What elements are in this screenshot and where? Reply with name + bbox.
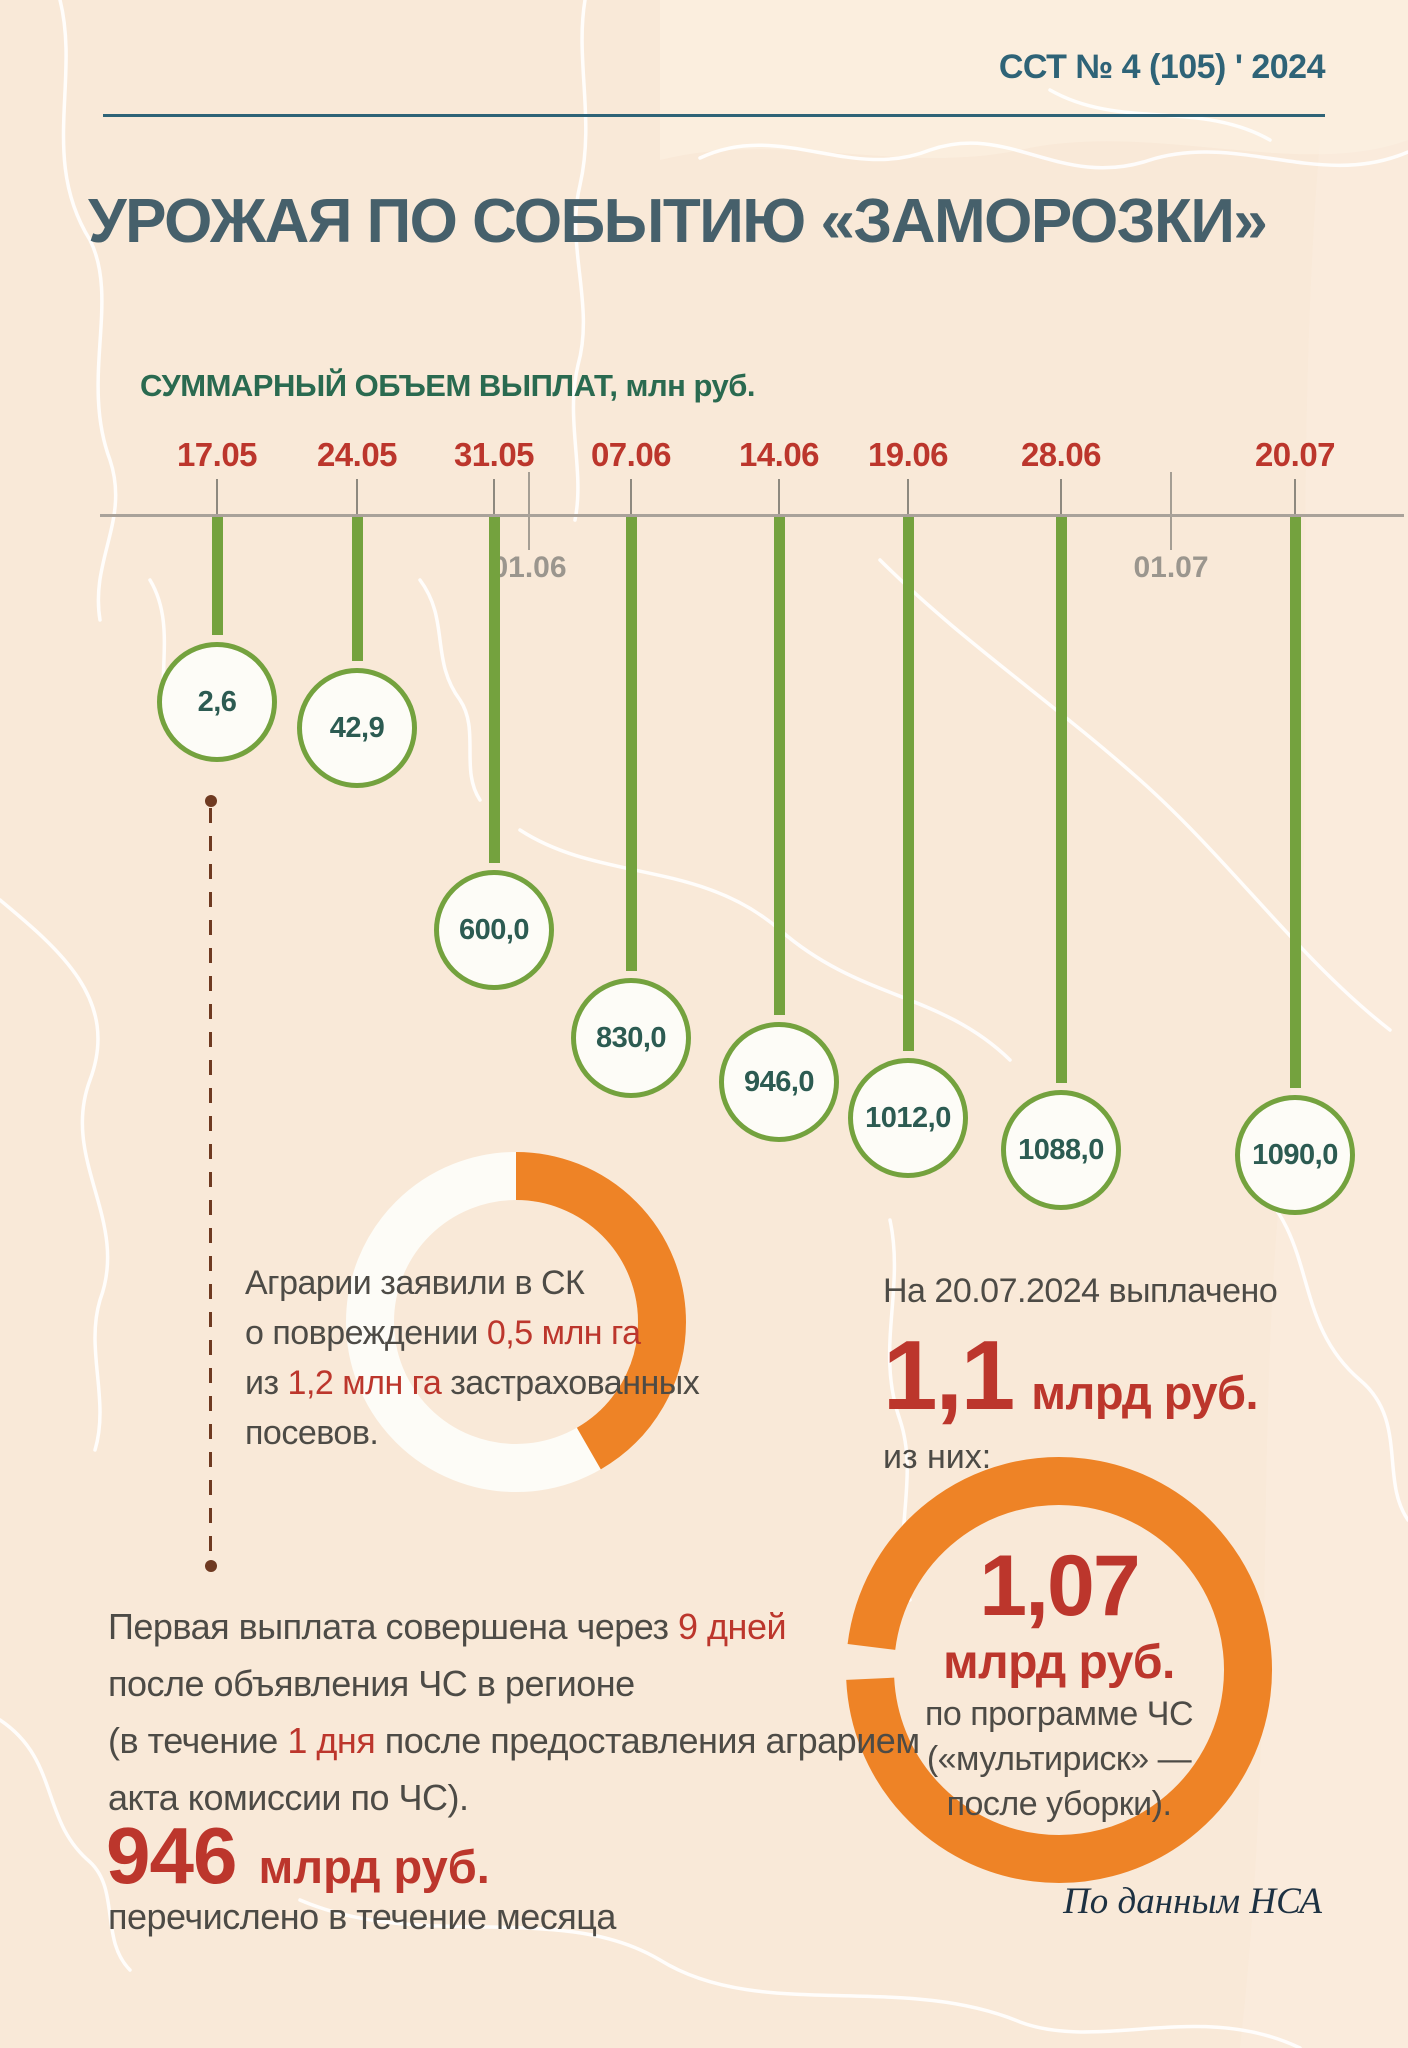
claims-note: Аграрии заявили в СК о повреждении 0,5 мл… bbox=[245, 1258, 700, 1458]
timeline-month-label: 01.07 bbox=[1133, 551, 1209, 584]
map-light-patch bbox=[1240, 140, 1408, 2048]
timeline-date-label: 28.06 bbox=[1020, 436, 1102, 473]
timeline-hanging-bar bbox=[903, 517, 914, 1051]
payout-amount-value: 1,07 bbox=[979, 1538, 1140, 1634]
timeline-value-bubble: 600,0 bbox=[434, 870, 554, 990]
data-source-credit: По данным НСА bbox=[1063, 1881, 1322, 1922]
paid-amount-unit: млрд руб. bbox=[1031, 1366, 1259, 1419]
claims-donut-damaged-arc bbox=[346, 1152, 686, 1492]
timeline-hanging-bar bbox=[489, 517, 500, 863]
timeline-hanging-bar bbox=[774, 517, 785, 1015]
dashed-connector-bottom-dot bbox=[205, 1560, 217, 1572]
paid-date-label: На 20.07.2024 выплачено bbox=[883, 1272, 1278, 1310]
header-divider bbox=[103, 114, 1325, 117]
note-highlight: 1,2 млн га bbox=[287, 1364, 442, 1402]
timeline-hanging-bar bbox=[212, 517, 223, 635]
timeline-value-bubble: 946,0 bbox=[719, 1022, 839, 1142]
note-line: Аграрии заявили в СК bbox=[245, 1258, 699, 1308]
timeline-date-label: 07.06 bbox=[590, 436, 672, 473]
timeline-hanging-bar bbox=[1056, 517, 1067, 1083]
note-line: посевов. bbox=[245, 1408, 699, 1458]
note-text: акта комиссии по ЧС). bbox=[108, 1777, 469, 1818]
note-text: застрахованных bbox=[441, 1364, 700, 1402]
timeline-date-label: 24.05 bbox=[316, 436, 398, 473]
month-amount-value: 946 bbox=[106, 1811, 237, 1900]
note-text: после предоставления аграрием bbox=[375, 1720, 920, 1761]
note-line: акта комиссии по ЧС). bbox=[108, 1769, 920, 1826]
timeline-value-bubble: 1088,0 bbox=[1001, 1090, 1121, 1210]
payout-donut-chart bbox=[846, 1457, 1272, 1883]
payout-donut-arc bbox=[846, 1457, 1272, 1883]
page-title: УРОЖАЯ ПО СОБЫТИЮ «ЗАМОРОЗКИ» bbox=[88, 187, 1268, 256]
note-line: Первая выплата совершена через 9 дней bbox=[108, 1598, 920, 1655]
payout-amount-unit: млрд руб. bbox=[943, 1636, 1175, 1689]
map-light-patch bbox=[660, 0, 1408, 160]
first-payment-note: Первая выплата совершена через 9 дней пос… bbox=[108, 1598, 920, 1826]
payout-program-line3: после уборки). bbox=[946, 1785, 1172, 1823]
note-text: Первая выплата совершена через bbox=[108, 1606, 679, 1647]
timeline-hanging-bar bbox=[626, 517, 637, 971]
note-line: о повреждении 0,5 млн га bbox=[245, 1308, 699, 1358]
timeline-date-tick bbox=[1060, 479, 1062, 514]
timeline-month-tick bbox=[1170, 472, 1172, 550]
payout-program-line1: по программе ЧС bbox=[924, 1695, 1194, 1733]
timeline-value-bubble: 2,6 bbox=[157, 642, 277, 762]
timeline-date-label: 14.06 bbox=[738, 436, 820, 473]
note-text: посевов. bbox=[245, 1414, 379, 1452]
timeline-date-label: 19.06 bbox=[867, 436, 949, 473]
paid-of-which-label: из них: bbox=[883, 1438, 992, 1476]
timeline-hanging-bar bbox=[352, 517, 363, 661]
timeline-date-tick bbox=[216, 479, 218, 514]
timeline-value-bubble: 1090,0 bbox=[1235, 1095, 1355, 1215]
timeline-value-bubble: 1012,0 bbox=[848, 1058, 968, 1178]
claims-donut-chart bbox=[346, 1152, 686, 1492]
timeline-value-bubble: 42,9 bbox=[297, 668, 417, 788]
note-text: после объявления ЧС в регионе bbox=[108, 1663, 635, 1704]
note-highlight: 9 дней bbox=[678, 1606, 787, 1647]
note-highlight: 0,5 млн га bbox=[486, 1314, 641, 1352]
timeline-month-label: 01.06 bbox=[491, 551, 567, 584]
timeline-date-tick bbox=[907, 479, 909, 514]
note-text: из bbox=[245, 1364, 288, 1402]
month-amount-unit: млрд руб. bbox=[258, 1840, 490, 1893]
chart-subtitle: СУММАРНЫЙ ОБЪЕМ ВЫПЛАТ, млн руб. bbox=[140, 368, 756, 403]
timeline-date-tick bbox=[1294, 479, 1296, 514]
timeline-month-tick bbox=[528, 472, 530, 550]
month-amount: 946 млрд руб. bbox=[106, 1816, 490, 1896]
timeline-date-label: 31.05 bbox=[453, 436, 535, 473]
dashed-connector-line bbox=[209, 808, 212, 1560]
note-line: (в течение 1 дня после предоставления аг… bbox=[108, 1712, 920, 1769]
note-line: из 1,2 млн га застрахованных bbox=[245, 1358, 700, 1408]
paid-amount-value: 1,1 bbox=[883, 1320, 1015, 1430]
note-highlight: 1 дня bbox=[287, 1720, 376, 1761]
note-text: Аграрии заявили в СК bbox=[245, 1264, 585, 1302]
note-line: после объявления ЧС в регионе bbox=[108, 1655, 920, 1712]
timeline-date-tick bbox=[630, 479, 632, 514]
timeline-hanging-bar bbox=[1290, 517, 1301, 1088]
payout-program-line2: («мультириск» — bbox=[926, 1740, 1192, 1778]
timeline-date-tick bbox=[356, 479, 358, 514]
paid-amount: 1,1 млрд руб. bbox=[883, 1320, 1259, 1430]
note-text: (в течение bbox=[108, 1720, 288, 1761]
timeline-value-bubble: 830,0 bbox=[571, 978, 691, 1098]
dashed-connector-top-dot bbox=[205, 795, 217, 807]
timeline-date-label: 20.07 bbox=[1254, 436, 1336, 473]
month-caption: перечислено в течение месяца bbox=[108, 1896, 616, 1937]
journal-issue-label: ССТ № 4 (105) ' 2024 bbox=[998, 48, 1326, 86]
timeline-date-tick bbox=[778, 479, 780, 514]
timeline-axis bbox=[100, 514, 1404, 517]
payout-donut-caption: 1,07 млрд руб. по программе ЧС («мультир… bbox=[844, 1538, 1274, 1827]
note-text: о повреждении bbox=[245, 1314, 487, 1352]
timeline-date-tick bbox=[493, 479, 495, 514]
timeline-date-label: 17.05 bbox=[176, 436, 258, 473]
